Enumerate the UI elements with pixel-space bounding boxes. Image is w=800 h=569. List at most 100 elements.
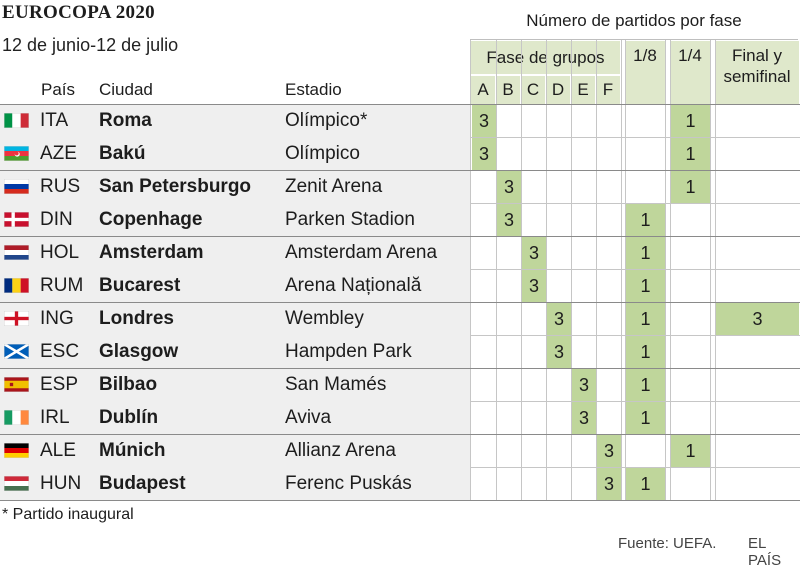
- grid-line: [470, 401, 800, 402]
- country-code: ESP: [40, 374, 79, 395]
- country-code: HOL: [40, 242, 80, 263]
- stadium-column-header: Estadio: [285, 80, 342, 99]
- r16-matches: 1: [626, 204, 665, 236]
- city-name: Glasgow: [99, 341, 179, 362]
- grid-line: [470, 137, 800, 138]
- grid-line: [0, 170, 800, 171]
- qf-matches: 1: [671, 171, 710, 203]
- group-stage-matches: 3: [472, 105, 496, 137]
- row-pair-band: [0, 170, 470, 236]
- grid-line: [710, 40, 711, 500]
- grid-line: [621, 40, 622, 500]
- stadium-name: Zenit Arena: [285, 176, 383, 197]
- group-letter-f: F: [596, 76, 620, 104]
- city-name: Roma: [99, 110, 152, 131]
- grid-line: [496, 40, 497, 500]
- r16-matches: 1: [626, 270, 665, 302]
- page-title: EUROCOPA 2020: [2, 2, 155, 23]
- grid-line: [470, 467, 800, 468]
- country-code: ING: [40, 308, 74, 329]
- netherlands-flag-icon: [3, 245, 30, 260]
- group-stage-matches: 3: [572, 402, 596, 434]
- final-matches: 3: [716, 303, 799, 335]
- stadium-name: Arena Națională: [285, 275, 422, 296]
- page-subtitle: 12 de junio-12 de julio: [2, 35, 179, 55]
- group-stage-matches: 3: [547, 336, 571, 368]
- spain-flag-icon: [3, 377, 30, 392]
- group-stage-matches: 3: [472, 138, 496, 170]
- group-letter-d: D: [546, 76, 570, 104]
- grid-line: [715, 40, 716, 500]
- city-name: Copenhage: [99, 209, 203, 230]
- qf-matches: 1: [671, 105, 710, 137]
- grid-line: [0, 368, 800, 369]
- city-name: Múnich: [99, 440, 166, 461]
- group-stage-matches: 3: [497, 171, 521, 203]
- country-code: DIN: [40, 209, 73, 230]
- source: Fuente: UEFA.: [618, 535, 717, 552]
- final-semifinal-header: Final y semifinal: [715, 41, 799, 104]
- group-stage-matches: 3: [597, 435, 621, 467]
- city-column-header: Ciudad: [99, 80, 153, 99]
- row-pair-band: [0, 302, 470, 368]
- group-letter-b: B: [496, 76, 520, 104]
- romania-flag-icon: [3, 278, 30, 293]
- group-stage-matches: 3: [572, 369, 596, 401]
- italy-flag-icon: [3, 113, 30, 128]
- r16-matches: 1: [626, 369, 665, 401]
- grid-line: [521, 40, 522, 500]
- r16-matches: 1: [626, 336, 665, 368]
- england-flag-icon: [3, 311, 30, 326]
- group-stage-matches: 3: [547, 303, 571, 335]
- group-letter-a: A: [471, 76, 495, 104]
- grid-line: [670, 40, 671, 500]
- grid-line: [0, 500, 800, 501]
- country-code: ITA: [40, 110, 69, 131]
- group-stage-matches: 3: [522, 237, 546, 269]
- phase-header-rule: [470, 39, 798, 40]
- grid-line: [665, 40, 666, 500]
- row-pair-band: [0, 368, 470, 434]
- r16-matches: 1: [626, 237, 665, 269]
- country-code: AZE: [40, 143, 77, 164]
- row-pair-band: [0, 104, 470, 170]
- city-name: Londres: [99, 308, 174, 329]
- germany-flag-icon: [3, 443, 30, 458]
- country-code: ALE: [40, 440, 76, 461]
- round-of-16-header: 1/8: [625, 41, 665, 104]
- city-name: Bilbao: [99, 374, 158, 395]
- grid-line: [596, 40, 597, 500]
- grid-line: [470, 269, 800, 270]
- grid-line: [0, 434, 800, 435]
- grid-line: [546, 40, 547, 500]
- country-code: RUM: [40, 275, 84, 296]
- grid-line: [571, 40, 572, 500]
- stadium-name: Hampden Park: [285, 341, 412, 362]
- grid-line: [470, 40, 471, 500]
- r16-matches: 1: [626, 303, 665, 335]
- stadium-name: Amsterdam Arena: [285, 242, 438, 263]
- phase-header: Número de partidos por fase: [526, 11, 742, 30]
- footnote: * Partido inaugural: [2, 506, 134, 523]
- city-name: Bucarest: [99, 275, 181, 296]
- country-code: HUN: [40, 473, 82, 494]
- stadium-name: Aviva: [285, 407, 332, 428]
- city-name: Bakú: [99, 143, 146, 164]
- group-stage-header: Fase de grupos: [471, 41, 620, 74]
- grid-line: [0, 104, 800, 105]
- hungary-flag-icon: [3, 476, 30, 491]
- group-stage-matches: 3: [497, 204, 521, 236]
- city-name: Budapest: [99, 473, 186, 494]
- country-code: ESC: [40, 341, 80, 362]
- group-stage-matches: 3: [597, 468, 621, 500]
- group-letter-e: E: [571, 76, 595, 104]
- city-name: San Petersburgo: [99, 176, 252, 197]
- stadium-name: Olímpico*: [285, 110, 368, 131]
- r16-matches: 1: [626, 402, 665, 434]
- group-letter-c: C: [521, 76, 545, 104]
- stadium-name: San Mamés: [285, 374, 387, 395]
- quarterfinal-header: 1/4: [670, 41, 710, 104]
- grid-line: [470, 335, 800, 336]
- row-pair-band: [0, 236, 470, 302]
- grid-line: [625, 40, 626, 500]
